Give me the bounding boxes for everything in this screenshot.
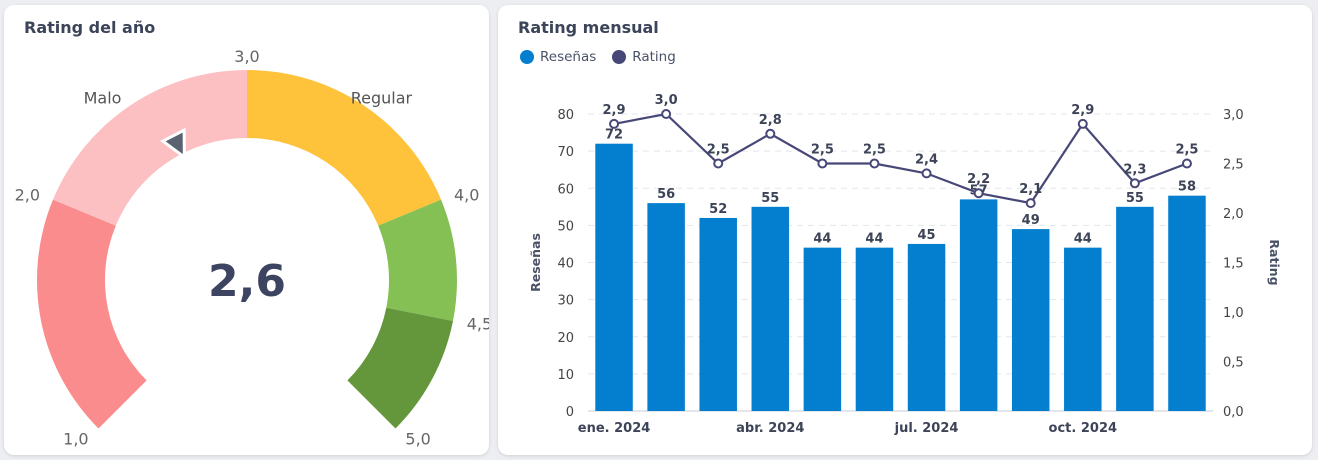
point-rating — [1181, 158, 1192, 169]
y-tick-label: 70 — [557, 145, 574, 160]
monthly-chart-card: Rating mensual Reseñas Rating 0 10 20 30 40 5… — [498, 5, 1312, 455]
gauge-band-label: Malo — [84, 89, 122, 108]
y-tick-label: 40 — [557, 257, 574, 272]
y-tick-label: 0 — [566, 405, 574, 420]
gauge-card: Rating del año Malo Regular 1,0 2,0 3,0 4,0 4,… — [4, 5, 489, 455]
legend-marker-rating — [612, 50, 627, 64]
line-data-label: 2,5 — [811, 143, 834, 158]
bar-resenas — [1116, 206, 1154, 411]
line-data-label: 2,5 — [707, 143, 730, 158]
line-data-label: 3,0 — [655, 93, 678, 108]
gauge-band-0 — [37, 199, 147, 429]
line-data-label: 2,5 — [1175, 143, 1198, 158]
line-data-label: 2,3 — [1123, 162, 1146, 177]
y-right-tick-label: 2,5 — [1223, 158, 1244, 173]
y-right-tick-label: 3,0 — [1223, 108, 1244, 123]
combo-chart: 0 10 20 30 40 50 60 70 80 0,0 0,5 1,0 1,5 2,0 2,5 3,0 Re… — [528, 93, 1282, 436]
line-rating — [613, 112, 1188, 205]
line-data-label: 2,9 — [1071, 103, 1094, 118]
bar-resenas — [647, 203, 685, 411]
point-rating — [973, 188, 984, 199]
y-tick-label: 10 — [557, 368, 574, 383]
line-data-label: 2,5 — [863, 143, 886, 158]
bar-data-label: 44 — [865, 232, 883, 247]
x-tick-label: jul. 2024 — [894, 421, 959, 436]
gauge-band-4 — [347, 307, 453, 429]
gauge-value: 2,6 — [208, 256, 286, 307]
bar-resenas — [1064, 247, 1102, 411]
bar-data-label: 72 — [605, 128, 623, 143]
bar-resenas — [855, 247, 894, 411]
point-rating — [661, 109, 672, 119]
x-tick-label: ene. 2024 — [578, 421, 651, 436]
point-rating — [713, 158, 724, 169]
y-right-axis-title: Rating — [1267, 239, 1282, 285]
bar-resenas — [959, 199, 998, 411]
line-data-label: 2,1 — [1019, 182, 1042, 197]
gauge-tick-label: 2,0 — [15, 185, 40, 204]
bar-data-label: 55 — [761, 191, 779, 206]
legend-label-rating: Rating — [632, 49, 676, 65]
gauge-band-1 — [52, 70, 248, 226]
gauge-title: Rating del año — [24, 18, 156, 37]
bar-resenas — [907, 243, 946, 411]
bar-resenas — [595, 143, 633, 411]
point-rating — [869, 158, 880, 169]
line-data-label: 2,9 — [603, 103, 626, 118]
point-rating — [817, 158, 828, 169]
y-tick-label: 20 — [557, 331, 574, 346]
y-tick-label: 50 — [557, 219, 574, 234]
y-tick-label: 30 — [557, 294, 574, 309]
y-tick-label: 80 — [557, 108, 574, 123]
gauge-band-label: Regular — [351, 89, 413, 108]
line-data-label: 2,4 — [915, 152, 938, 167]
legend-item-rating[interactable]: Rating — [612, 49, 676, 65]
y-axis-title: Reseñas — [528, 233, 543, 292]
bar-resenas — [751, 206, 790, 411]
bar-data-label: 56 — [657, 187, 675, 202]
point-rating — [609, 118, 620, 129]
gauge-tick-label: 4,5 — [467, 315, 489, 334]
bar-data-label: 58 — [1178, 180, 1196, 195]
bar-resenas — [803, 247, 842, 411]
gauge-tick-label: 5,0 — [405, 429, 430, 448]
y-right-tick-label: 0,0 — [1223, 405, 1244, 420]
legend-item-resenas[interactable]: Reseñas — [520, 49, 596, 65]
point-rating — [1129, 178, 1140, 189]
chart-legend: Reseñas Rating — [520, 49, 692, 65]
gauge-tick-label: 1,0 — [63, 429, 88, 448]
chart-title: Rating mensual — [518, 18, 659, 37]
x-tick-label: abr. 2024 — [736, 421, 804, 436]
rating-gauge: Malo Regular 1,0 2,0 3,0 4,0 4,5 5,0 2,6 — [15, 47, 489, 448]
y-right-tick-label: 1,5 — [1223, 257, 1244, 272]
point-rating — [1077, 118, 1088, 129]
y-right-tick-label: 0,5 — [1223, 356, 1244, 371]
bar-resenas — [1168, 195, 1206, 411]
bar-data-label: 52 — [709, 202, 727, 217]
bar-data-label: 45 — [917, 228, 935, 243]
bar-resenas — [699, 217, 737, 411]
point-rating — [921, 168, 932, 179]
line-data-label: 2,2 — [967, 172, 990, 187]
y-right-tick-label: 2,0 — [1223, 207, 1244, 222]
bar-data-label: 55 — [1126, 191, 1144, 206]
bar-data-label: 44 — [813, 232, 831, 247]
bar-data-label: 49 — [1022, 213, 1040, 228]
point-rating — [765, 128, 776, 139]
gauge-tick-label: 4,0 — [454, 185, 479, 204]
line-data-label: 2,8 — [759, 113, 782, 128]
y-right-tick-label: 1,0 — [1223, 306, 1244, 321]
point-rating — [1025, 198, 1036, 209]
bar-data-label: 44 — [1074, 232, 1092, 247]
bar-resenas — [1011, 229, 1050, 411]
gauge-tick-label: 3,0 — [234, 47, 259, 66]
gauge-band-3 — [378, 199, 458, 321]
y-tick-label: 60 — [557, 182, 574, 197]
gauge-pointer — [159, 127, 186, 161]
x-tick-label: oct. 2024 — [1049, 421, 1118, 436]
legend-label-resenas: Reseñas — [540, 49, 597, 65]
legend-marker-resenas — [520, 50, 534, 64]
gauge-band-2 — [247, 70, 442, 226]
